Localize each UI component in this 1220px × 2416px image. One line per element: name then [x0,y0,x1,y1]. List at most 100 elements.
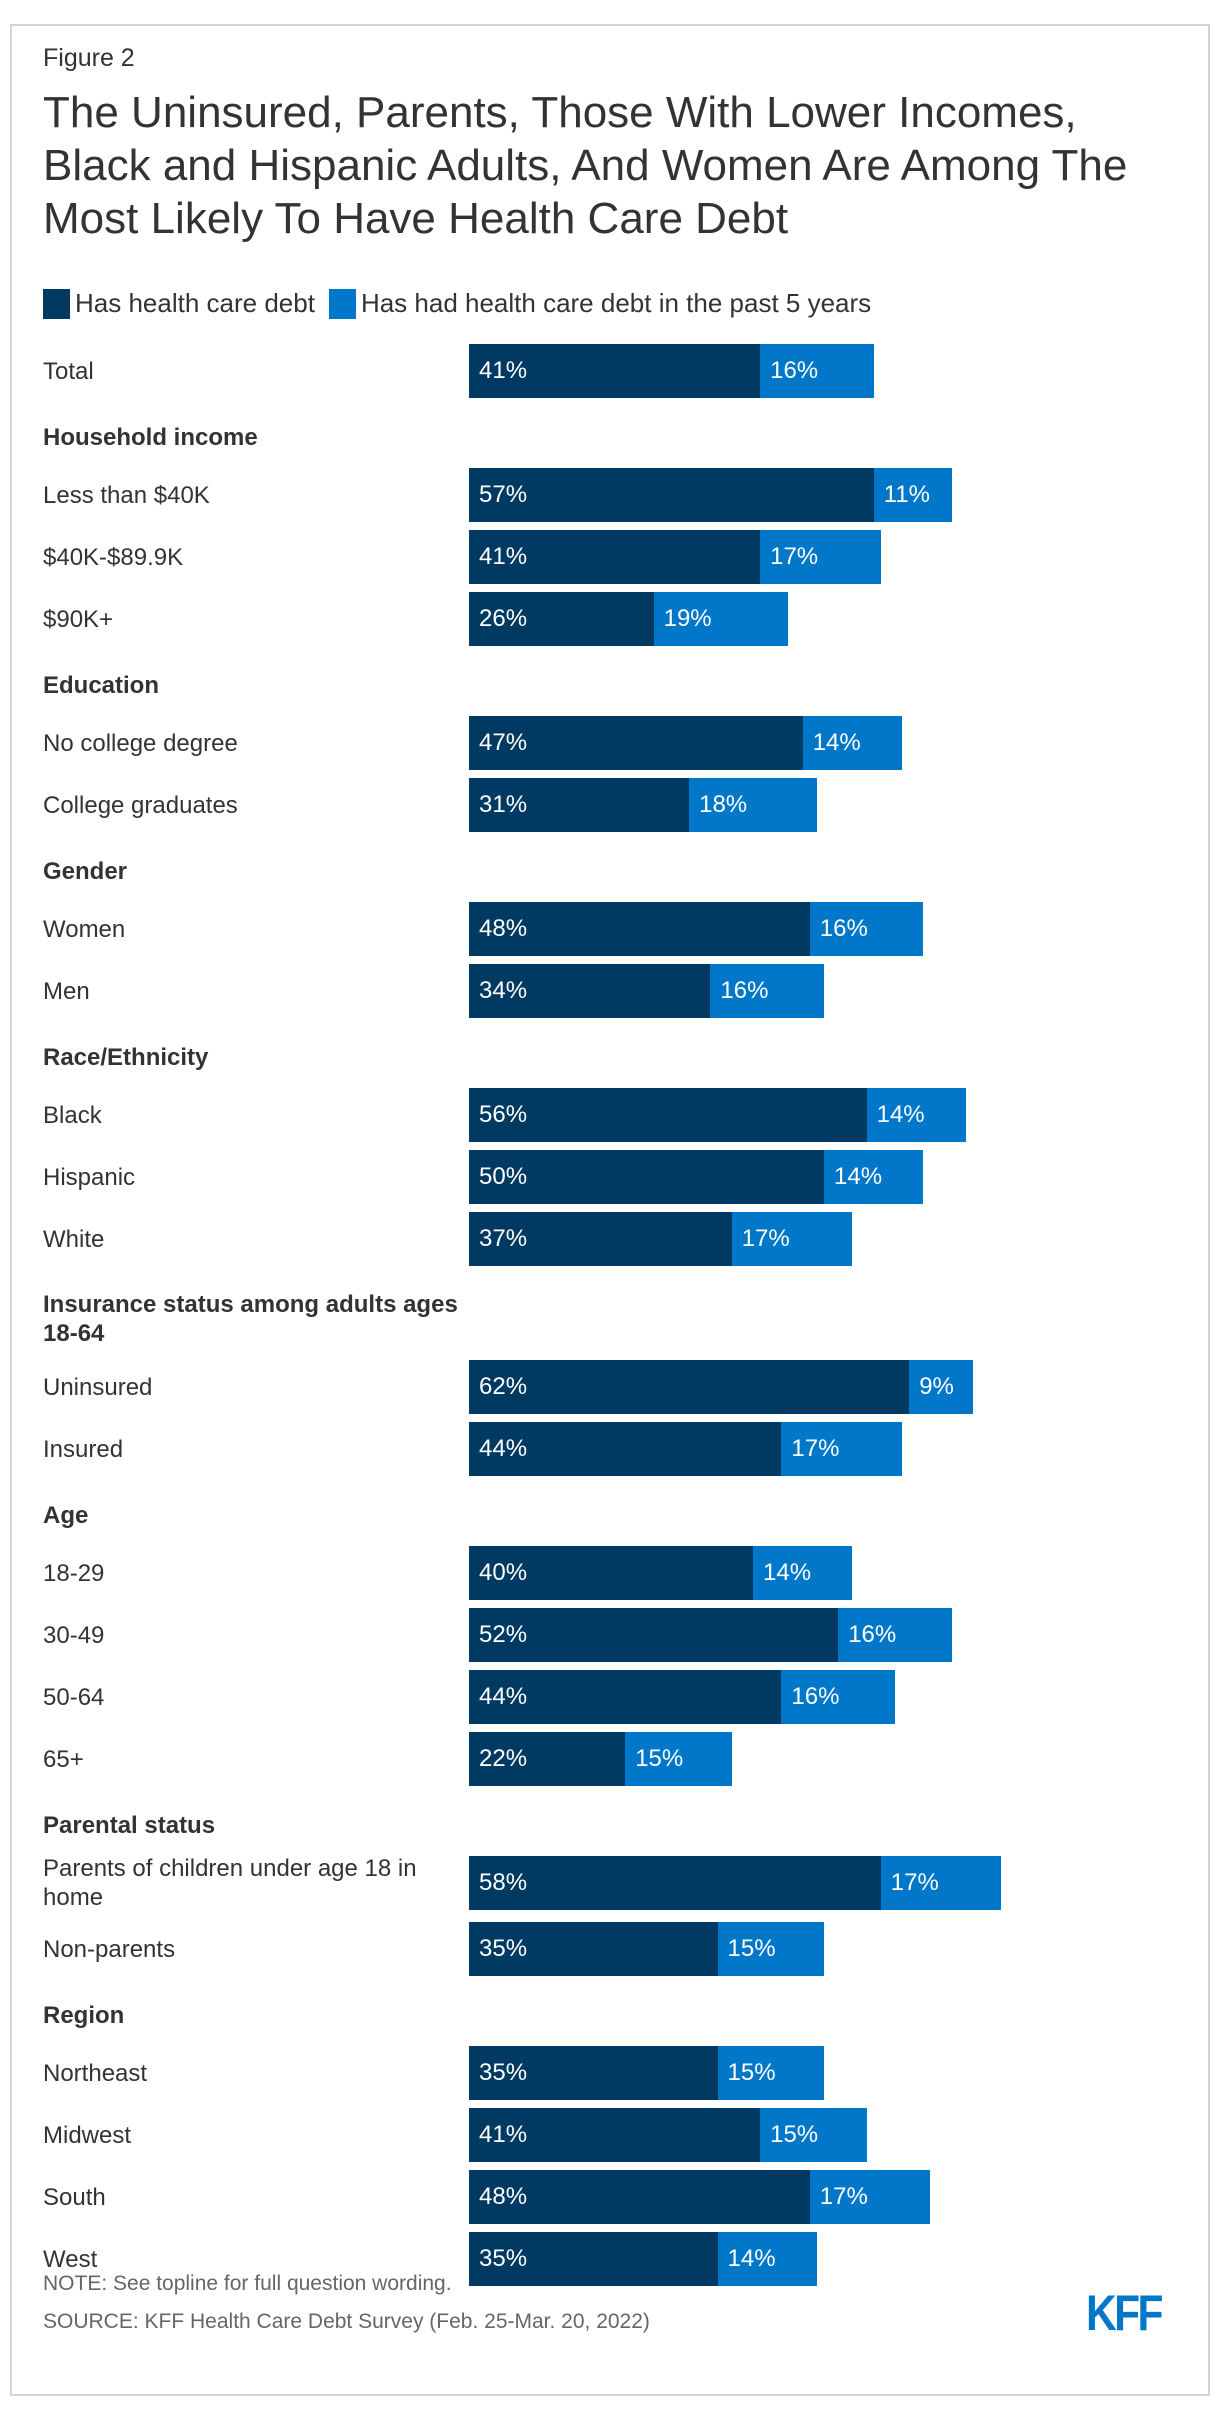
bar-current-debt: 35% [469,1922,718,1976]
data-label: 56% [479,1101,528,1128]
bar-past-debt: 17% [809,2170,931,2224]
data-label: 15% [770,2121,819,2148]
data-label: 22% [479,1745,528,1772]
category-label: Total [43,357,94,385]
data-label: 44% [479,1683,528,1710]
data-label: 52% [479,1621,528,1648]
legend-item-current-debt: Has health care debt [43,288,315,319]
category-label: Less than $40K [43,481,210,509]
note: NOTE: See topline for full question word… [43,2272,452,2295]
category-label: Men [43,977,90,1005]
category-label: 50-64 [43,1683,105,1711]
data-label: 9% [919,1373,954,1400]
bar-current-debt: 50% [469,1150,824,1204]
bar-past-debt: 14% [802,716,903,770]
legend-item-past-debt: Has had health care debt in the past 5 y… [328,288,872,319]
data-label: 31% [479,791,528,818]
category-label: Non-parents [43,1935,176,1963]
bar-current-debt: 44% [469,1422,782,1476]
data-label: 14% [876,1101,925,1128]
bar-past-debt: 16% [809,902,924,956]
category-label: Hispanic [43,1163,136,1191]
bar-current-debt: 40% [469,1546,753,1600]
data-label: 17% [741,1225,790,1252]
category-row: Uninsured 62% 9% [0,1360,1220,1422]
category-row: Parents of children under age 18 in home… [0,1855,1220,1922]
data-label: 19% [663,605,712,632]
data-label: 14% [763,1559,812,1586]
category-row: 18-29 40% 14% [0,1546,1220,1608]
data-label: 47% [479,729,528,756]
category-row: $40K-$89.9K 41% 17% [0,530,1220,592]
data-label: 41% [479,543,528,570]
legend-label: Has had health care debt in the past 5 y… [360,288,872,318]
kff-logo: KFF [1086,2285,1164,2341]
data-label: 14% [834,1163,883,1190]
figure-card [10,24,1210,2396]
category-row: West 35% 14% [0,2232,1220,2294]
group-label: Region [43,2001,125,2029]
legend: Has health care debt Has had health care… [43,288,885,319]
data-label: 16% [770,357,819,384]
bar-past-debt: 16% [710,964,824,1018]
source: SOURCE: KFF Health Care Debt Survey (Feb… [43,2310,650,2333]
bar-current-debt: 52% [469,1608,839,1662]
category-label: Women [43,915,126,943]
bar-past-debt: 18% [689,778,817,832]
bar-past-debt: 14% [717,2232,817,2286]
bar-past-debt: 14% [824,1150,924,1204]
data-label: 44% [479,1435,528,1462]
bar-current-debt: 48% [469,902,810,956]
bar-past-debt: 17% [880,1856,1002,1910]
category-row: 65+ 22% 15% [0,1732,1220,1794]
data-label: 17% [819,2183,868,2210]
category-row: College graduates 31% 18% [0,778,1220,840]
bar-chart: Total 41% 16% Household income Less than $40… [0,344,1220,2294]
category-row: Less than $40K 57% 11% [0,468,1220,530]
data-label: 41% [479,357,528,384]
bar-past-debt: 14% [866,1088,966,1142]
bar-past-debt: 16% [760,344,874,398]
category-label: Black [43,1101,102,1129]
data-label: 15% [727,1935,776,1962]
data-label: 35% [479,1935,528,1962]
group-header: Age [0,1484,1220,1546]
category-label: Midwest [43,2121,132,2149]
category-row: 50-64 44% 16% [0,1670,1220,1732]
category-label: White [43,1225,105,1253]
bar-past-debt: 9% [909,1360,974,1414]
data-label: 16% [848,1621,897,1648]
data-label: 15% [635,1745,684,1772]
bar-current-debt: 41% [469,530,761,584]
category-row: Northeast 35% 15% [0,2046,1220,2108]
bar-current-debt: 56% [469,1088,867,1142]
group-header: Region [0,1984,1220,2046]
bar-current-debt: 34% [469,964,711,1018]
category-label: West [43,2245,98,2273]
data-label: 11% [883,481,930,508]
legend-swatch-current-debt [43,288,70,319]
category-row: Hispanic 50% 14% [0,1150,1220,1212]
category-row: White 37% 17% [0,1212,1220,1274]
group-label: Race/Ethnicity [43,1043,209,1071]
category-label: South [43,2183,106,2211]
group-header: Household income [0,406,1220,468]
category-label: No college degree [43,729,238,757]
data-label: 14% [727,2245,776,2272]
data-label: 14% [812,729,861,756]
data-label: 26% [479,605,528,632]
bar-past-debt: 19% [653,592,789,646]
category-row: Insured 44% 17% [0,1422,1220,1484]
legend-swatch-past-debt [328,288,356,319]
data-label: 34% [479,977,528,1004]
bar-past-debt: 16% [781,1670,895,1724]
category-row: 30-49 52% 16% [0,1608,1220,1670]
bar-current-debt: 41% [469,344,761,398]
data-label: 48% [479,915,528,942]
legend-label: Has health care debt [75,288,315,318]
category-label: $90K+ [43,605,114,633]
group-header: Insurance status among adults ages 18-64 [0,1274,1220,1360]
chart-title: The Uninsured, Parents, Those With Lower… [43,88,1128,243]
group-label: Insurance status among adults ages 18-64 [43,1291,458,1347]
data-label: 16% [819,915,868,942]
